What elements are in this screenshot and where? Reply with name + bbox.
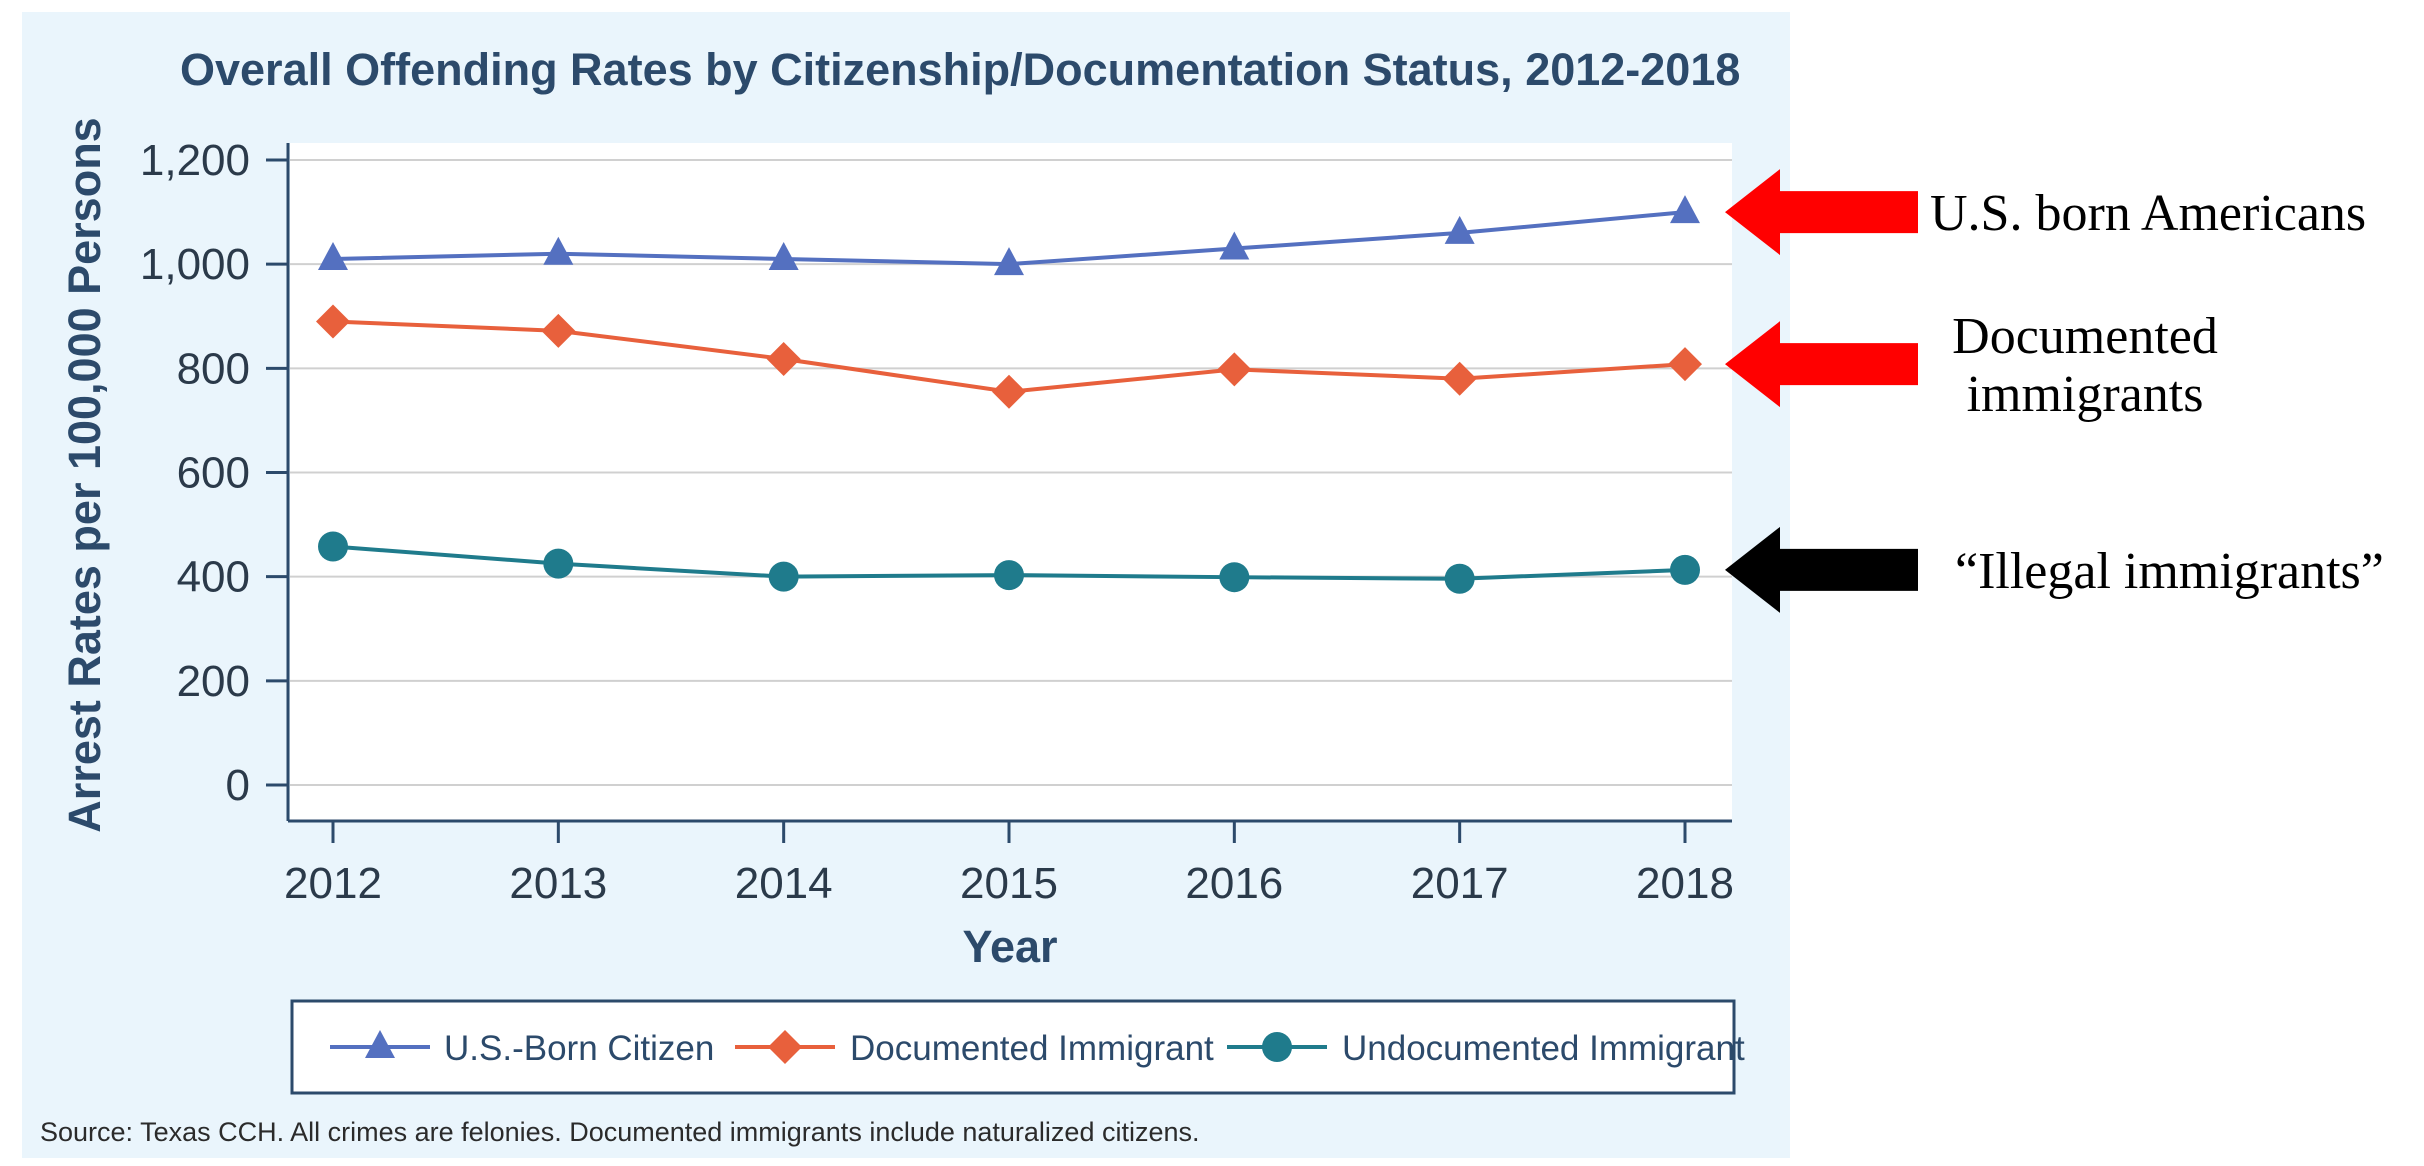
legend-label-u-s-born-citizen: U.S.-Born Citizen bbox=[444, 1029, 714, 1068]
legend-marker-undocumented-immigrant bbox=[1262, 1032, 1292, 1062]
y-axis-title: Arrest Rates per 100,000 Persons bbox=[59, 117, 110, 832]
annotation-label-3: “Illegal immigrants” bbox=[1955, 543, 2384, 600]
data-point-documented-immigrant-2017 bbox=[1442, 361, 1477, 396]
y-tick-label: 0 bbox=[226, 761, 250, 810]
chart-title: Overall Offending Rates by Citizenship/D… bbox=[180, 44, 1740, 95]
data-point-undocumented-immigrant-2015 bbox=[994, 560, 1024, 591]
plot-area bbox=[290, 143, 1732, 821]
x-tick-label: 2015 bbox=[960, 859, 1058, 908]
legend-label-documented-immigrant: Documented Immigrant bbox=[850, 1029, 1214, 1068]
data-point-u-s-born-citizen-2014 bbox=[768, 241, 799, 270]
annotation-arrow-2 bbox=[1725, 321, 1918, 408]
data-point-documented-immigrant-2016 bbox=[1217, 352, 1252, 387]
data-point-undocumented-immigrant-2018 bbox=[1670, 554, 1700, 585]
data-point-documented-immigrant-2015 bbox=[992, 374, 1026, 409]
y-axis-ticks: 0 200 400 600 800 1,000 1,200 bbox=[140, 136, 288, 810]
legend-marker-documented-immigrant bbox=[768, 1030, 802, 1064]
data-point-undocumented-immigrant-2013 bbox=[543, 548, 574, 579]
x-tick-label: 2012 bbox=[284, 859, 382, 908]
data-point-undocumented-immigrant-2014 bbox=[768, 561, 799, 592]
legend-marker-u-s-born-citizen bbox=[365, 1030, 395, 1058]
legend: U.S.-Born Citizen Documented Immigrant Und… bbox=[330, 1029, 1745, 1068]
x-tick-label: 2017 bbox=[1411, 859, 1509, 908]
annotation-label-2: Documented bbox=[1952, 308, 2218, 365]
annotation-label-2: immigrants bbox=[1967, 366, 2204, 423]
data-point-documented-immigrant-2012 bbox=[316, 304, 350, 339]
legend-box bbox=[290, 999, 1736, 1095]
x-axis-ticks: 2012 2013 2014 2015 2016 2017 2018 bbox=[284, 821, 1734, 908]
annotation-arrow-3 bbox=[1725, 526, 1918, 613]
annotation-arrow-1 bbox=[1725, 169, 1918, 256]
y-tick-label: 200 bbox=[177, 657, 250, 706]
y-tick-label: 800 bbox=[177, 344, 250, 393]
data-point-documented-immigrant-2014 bbox=[766, 341, 801, 376]
y-tick-label: 600 bbox=[177, 449, 250, 498]
data-point-u-s-born-citizen-2016 bbox=[1219, 231, 1250, 260]
data-point-documented-immigrant-2018 bbox=[1668, 347, 1702, 382]
data-point-u-s-born-citizen-2017 bbox=[1444, 215, 1475, 244]
data-point-undocumented-immigrant-2012 bbox=[318, 531, 348, 562]
x-axis-title: Year bbox=[962, 921, 1057, 972]
x-tick-label: 2013 bbox=[509, 859, 607, 908]
data-point-u-s-born-citizen-2012 bbox=[318, 241, 348, 270]
legend-label-undocumented-immigrant: Undocumented Immigrant bbox=[1342, 1029, 1745, 1068]
annotation-label-1: U.S. born Americans bbox=[1930, 185, 2366, 242]
source-note: Source: Texas CCH. All crimes are feloni… bbox=[40, 1117, 1200, 1147]
y-tick-label: 1,200 bbox=[140, 136, 250, 185]
data-point-undocumented-immigrant-2017 bbox=[1444, 563, 1475, 594]
x-tick-label: 2016 bbox=[1185, 859, 1283, 908]
data-point-documented-immigrant-2013 bbox=[541, 313, 576, 348]
series-layer bbox=[316, 195, 1702, 594]
y-tick-label: 400 bbox=[177, 553, 250, 602]
y-tick-label: 1,000 bbox=[140, 240, 250, 289]
x-tick-label: 2018 bbox=[1636, 859, 1734, 908]
x-tick-label: 2014 bbox=[735, 859, 833, 908]
data-point-u-s-born-citizen-2015 bbox=[994, 247, 1024, 276]
data-point-u-s-born-citizen-2018 bbox=[1670, 195, 1700, 224]
data-point-u-s-born-citizen-2013 bbox=[543, 236, 574, 265]
data-point-undocumented-immigrant-2016 bbox=[1219, 562, 1250, 593]
